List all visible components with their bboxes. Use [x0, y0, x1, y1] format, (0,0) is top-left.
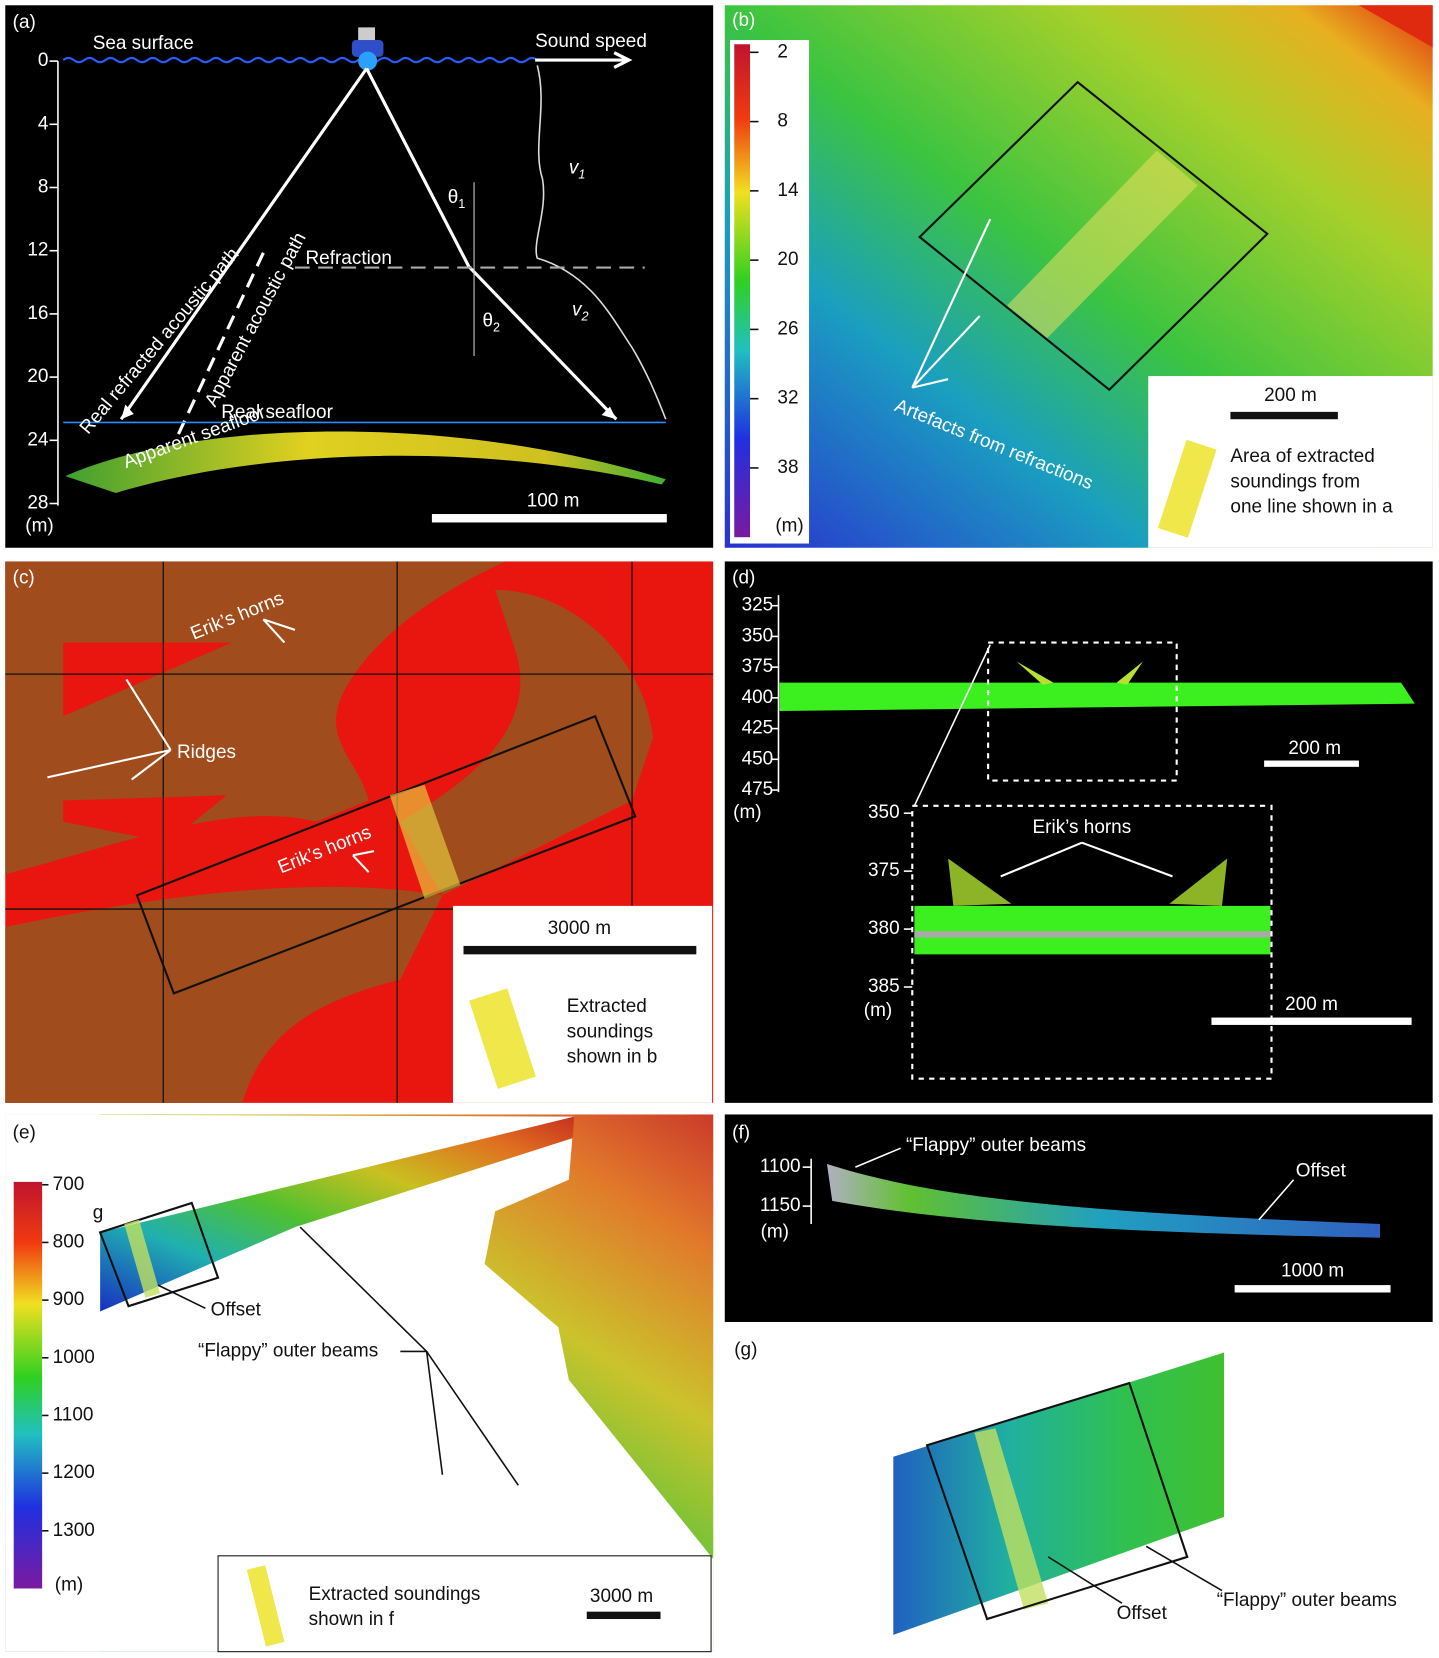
annotation: Offset	[211, 1299, 262, 1320]
symbol: θ	[448, 187, 459, 208]
tick-label: 700	[53, 1174, 85, 1195]
tick-label: 325	[742, 595, 774, 616]
tick-label: 12	[27, 240, 48, 261]
tick-label: 0	[38, 50, 49, 71]
tick-label: 20	[777, 249, 798, 270]
legend-text: shown in f	[309, 1609, 395, 1630]
soundings	[914, 931, 1270, 937]
legend-text: Area of extracted	[1230, 446, 1374, 467]
panel-label: (g)	[734, 1339, 757, 1360]
tick-label: 350	[742, 625, 774, 646]
annotation: g	[93, 1202, 104, 1223]
scale-bar	[1264, 761, 1359, 767]
tick-label: 425	[742, 718, 774, 739]
legend-text: one line shown in a	[1230, 497, 1393, 518]
tick-label: 16	[27, 303, 48, 324]
colorbar-unit: (m)	[55, 1574, 83, 1595]
shape	[358, 52, 377, 71]
colorbar	[734, 44, 750, 537]
tick-label: 1000	[53, 1347, 95, 1368]
scale-bar	[1230, 412, 1337, 419]
sound-speed-label: Sound speed	[535, 31, 647, 52]
axis-unit: (m)	[761, 1221, 789, 1242]
legend-text: Extracted	[567, 996, 647, 1017]
subscript: 2	[493, 321, 500, 335]
tick-label: 28	[27, 493, 48, 514]
subscript: 2	[581, 310, 589, 324]
soundings	[914, 906, 1270, 954]
symbol: θ	[482, 310, 493, 331]
tick-label: 450	[742, 748, 774, 769]
axis-unit: (m)	[864, 1000, 892, 1021]
scale-bar	[1235, 1285, 1391, 1292]
axis-unit: (m)	[25, 516, 53, 537]
tick-label: 26	[777, 318, 798, 339]
scale-label: 200 m	[1264, 385, 1317, 406]
tick-label: 24	[27, 429, 48, 450]
tick-label: 2	[777, 41, 788, 62]
annotation: “Flappy” outer beams	[906, 1135, 1086, 1156]
annotation: Ridges	[177, 742, 236, 763]
panel-label: (b)	[732, 10, 755, 31]
annotation: “Flappy” outer beams	[1217, 1590, 1397, 1611]
legend-text: soundings	[567, 1021, 653, 1042]
tick-label: 475	[742, 779, 774, 800]
legend-text: soundings from	[1230, 471, 1360, 492]
scale-bar	[1211, 1018, 1411, 1025]
panel-label: (a)	[13, 12, 36, 33]
tick-label: 4	[38, 113, 49, 134]
tick-label: 400	[742, 687, 774, 708]
scale-label: 100 m	[527, 490, 580, 511]
annotation: Offset	[1117, 1603, 1168, 1624]
subscript: 1	[578, 168, 585, 182]
legend-text: shown in b	[567, 1047, 658, 1068]
panel-label: (f)	[732, 1122, 750, 1143]
tick-label: 375	[868, 860, 900, 881]
axis-unit: (m)	[733, 802, 761, 823]
tick-label: 900	[53, 1289, 85, 1310]
tick-label: 800	[53, 1231, 85, 1252]
scale-bar	[464, 946, 697, 954]
panel-label: (d)	[732, 567, 755, 588]
tick-label: 350	[868, 802, 900, 823]
legend-text: Extracted soundings	[309, 1584, 481, 1605]
figure: (a) Sea surface Sound speed Refraction R…	[0, 0, 1439, 1658]
tick-label: 380	[868, 918, 900, 939]
tick-label: 32	[777, 388, 798, 409]
tick-label: 1200	[53, 1462, 95, 1483]
annotation: Erik’s horns	[1033, 817, 1132, 838]
tick-label: 1150	[760, 1195, 801, 1216]
scale-label: 200 m	[1288, 738, 1341, 759]
refraction-label: Refraction	[305, 248, 391, 269]
tick-label: 38	[777, 457, 798, 478]
annotation: “Flappy” outer beams	[198, 1340, 378, 1361]
scale-label: 3000 m	[548, 918, 611, 939]
tick-label: 8	[38, 177, 49, 198]
tick-label: 375	[742, 656, 774, 677]
shape	[358, 27, 375, 40]
colorbar	[14, 1182, 42, 1589]
tick-label: 1100	[53, 1404, 94, 1425]
scale-bar	[587, 1612, 661, 1619]
annotation: Offset	[1296, 1160, 1347, 1181]
tick-label: 20	[27, 366, 48, 387]
scale-label: 200 m	[1285, 994, 1338, 1015]
panel-label: (c)	[13, 567, 35, 588]
scale-label: 3000 m	[590, 1586, 653, 1607]
scale-bar	[432, 514, 667, 522]
scale-label: 1000 m	[1281, 1260, 1344, 1281]
subscript: 1	[458, 197, 465, 211]
tick-label: 8	[777, 111, 788, 132]
colorbar-unit: (m)	[775, 516, 803, 537]
tick-label: 385	[868, 976, 900, 997]
sea-surface-label: Sea surface	[93, 33, 194, 54]
tick-label: 1100	[760, 1156, 801, 1177]
panel-label: (e)	[13, 1122, 36, 1143]
tick-label: 1300	[53, 1520, 95, 1541]
tick-label: 14	[777, 180, 798, 201]
